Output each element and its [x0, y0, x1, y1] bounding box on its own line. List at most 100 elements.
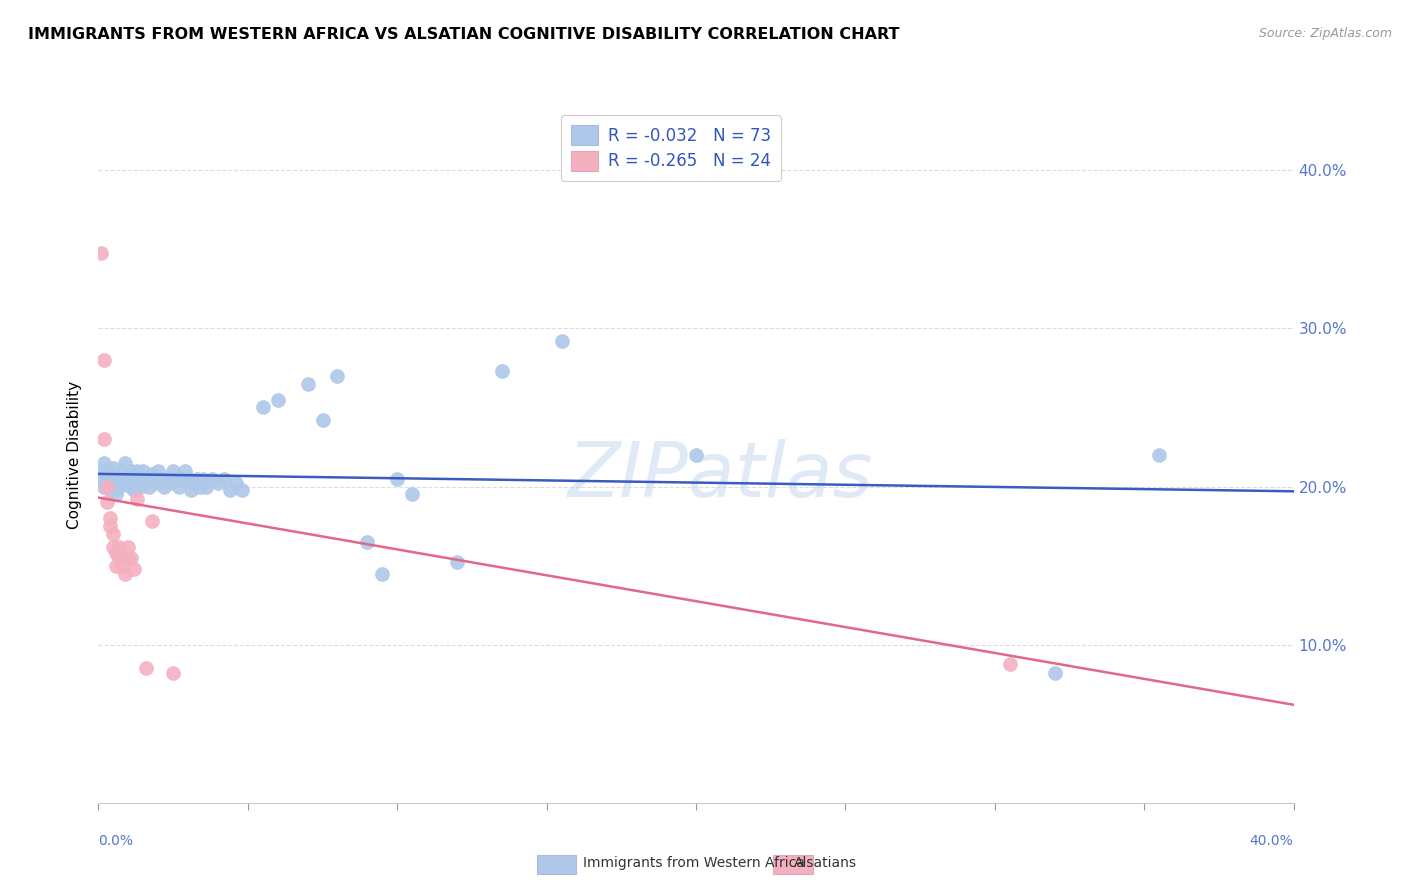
- Point: [132, 464, 155, 478]
- Point: [550, 334, 572, 348]
- Point: [120, 550, 142, 565]
- Point: [103, 460, 125, 475]
- Point: [371, 566, 394, 581]
- Point: [141, 514, 163, 528]
- Point: [96, 467, 118, 481]
- Point: [114, 456, 136, 470]
- Point: [105, 546, 128, 560]
- Legend: R = -0.032   N = 73, R = -0.265   N = 24: R = -0.032 N = 73, R = -0.265 N = 24: [561, 115, 780, 180]
- Text: IMMIGRANTS FROM WESTERN AFRICA VS ALSATIAN COGNITIVE DISABILITY CORRELATION CHAR: IMMIGRANTS FROM WESTERN AFRICA VS ALSATI…: [28, 27, 900, 42]
- Point: [93, 432, 115, 446]
- Point: [103, 527, 125, 541]
- Point: [231, 483, 253, 497]
- Point: [1043, 666, 1066, 681]
- Point: [356, 534, 378, 549]
- Point: [685, 448, 707, 462]
- Point: [148, 464, 170, 478]
- Point: [96, 476, 118, 491]
- Point: [120, 479, 142, 493]
- Point: [108, 472, 131, 486]
- Point: [93, 353, 115, 368]
- Point: [105, 558, 128, 573]
- Point: [120, 464, 142, 478]
- Point: [111, 464, 134, 478]
- Point: [90, 472, 112, 486]
- Point: [186, 472, 208, 486]
- Point: [174, 464, 197, 478]
- Point: [117, 550, 139, 565]
- Point: [141, 467, 163, 481]
- Point: [114, 472, 136, 486]
- Point: [1147, 448, 1170, 462]
- Point: [124, 472, 146, 486]
- Point: [143, 472, 166, 486]
- Point: [138, 479, 160, 493]
- Point: [127, 464, 149, 478]
- Point: [129, 479, 152, 493]
- Point: [326, 368, 349, 383]
- Point: [96, 479, 118, 493]
- Point: [195, 479, 218, 493]
- Text: Alsatians: Alsatians: [794, 856, 858, 871]
- Point: [111, 558, 134, 573]
- Point: [90, 464, 112, 478]
- Point: [100, 464, 122, 478]
- Point: [385, 472, 409, 486]
- Point: [117, 467, 139, 481]
- Point: [135, 472, 157, 486]
- Point: [105, 479, 128, 493]
- Point: [162, 666, 184, 681]
- Point: [148, 476, 170, 491]
- Point: [998, 657, 1021, 671]
- Point: [219, 483, 242, 497]
- Point: [297, 376, 319, 391]
- Point: [103, 472, 125, 486]
- Text: 0.0%: 0.0%: [98, 834, 134, 848]
- Point: [159, 476, 181, 491]
- Point: [127, 472, 149, 486]
- Point: [201, 472, 224, 486]
- Point: [156, 472, 179, 486]
- Point: [191, 472, 214, 486]
- Point: [111, 476, 134, 491]
- Point: [225, 476, 247, 491]
- Point: [103, 540, 125, 554]
- Point: [93, 456, 115, 470]
- Point: [172, 472, 194, 486]
- Point: [153, 479, 176, 493]
- Point: [117, 476, 139, 491]
- Point: [93, 479, 115, 493]
- Point: [446, 556, 468, 570]
- Point: [401, 487, 423, 501]
- Point: [108, 540, 131, 554]
- Point: [207, 476, 229, 491]
- Point: [105, 487, 128, 501]
- Point: [132, 476, 155, 491]
- Point: [491, 364, 513, 378]
- Text: Immigrants from Western Africa: Immigrants from Western Africa: [583, 856, 806, 871]
- Point: [167, 479, 190, 493]
- Point: [108, 479, 131, 493]
- Point: [212, 472, 235, 486]
- Text: ZIPatlas: ZIPatlas: [567, 439, 873, 513]
- Point: [108, 550, 131, 565]
- Point: [252, 401, 274, 415]
- Point: [127, 492, 149, 507]
- Point: [183, 476, 205, 491]
- Point: [267, 392, 290, 407]
- Point: [162, 464, 184, 478]
- Point: [177, 472, 200, 486]
- Point: [124, 483, 146, 497]
- Point: [135, 661, 157, 675]
- Text: Source: ZipAtlas.com: Source: ZipAtlas.com: [1258, 27, 1392, 40]
- Text: 40.0%: 40.0%: [1250, 834, 1294, 848]
- Point: [188, 479, 211, 493]
- Point: [117, 540, 139, 554]
- Y-axis label: Cognitive Disability: Cognitive Disability: [67, 381, 83, 529]
- Point: [96, 495, 118, 509]
- Point: [100, 483, 122, 497]
- Point: [129, 472, 152, 486]
- Point: [180, 483, 202, 497]
- Point: [165, 472, 187, 486]
- Point: [90, 245, 112, 260]
